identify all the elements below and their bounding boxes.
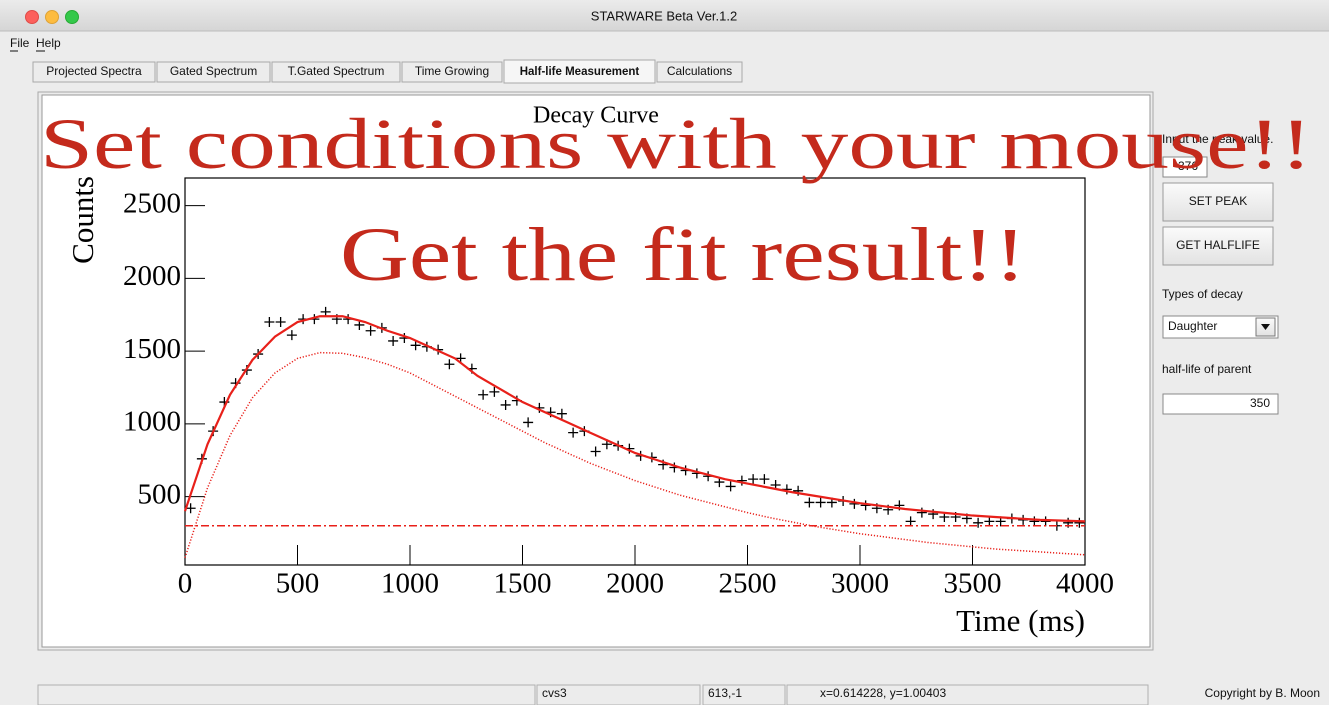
x-tick-label: 2000 (606, 568, 664, 600)
data-point (905, 516, 916, 527)
zoom-button[interactable] (65, 10, 79, 24)
data-point (973, 517, 984, 528)
x-tick-label: 3000 (831, 568, 889, 600)
fit-curve (184, 351, 1086, 558)
tab[interactable] (156, 61, 271, 83)
data-point (410, 340, 421, 351)
data-point (804, 497, 815, 508)
y-axis-label: Counts (65, 176, 100, 264)
tab[interactable] (32, 61, 156, 83)
title-bar (0, 0, 1329, 31)
tab-label: Half-life Measurement (520, 66, 640, 78)
data-point (568, 427, 579, 438)
status-cell (702, 684, 786, 705)
data-point (815, 497, 826, 508)
data-point (388, 335, 399, 346)
data-point (275, 317, 286, 328)
canvas (41, 94, 1151, 648)
parent-input-text: 350 (1250, 396, 1270, 410)
y-tick-label: 2500 (123, 187, 181, 219)
tab-label: Projected Spectra (46, 64, 142, 78)
get-halflife-button[interactable] (1162, 226, 1274, 266)
button-label: SET PEAK (1189, 194, 1247, 208)
data-point (365, 325, 376, 336)
tab-label: Gated Spectrum (170, 64, 257, 78)
tab[interactable] (401, 61, 503, 83)
y-tick-label: 2000 (123, 260, 181, 292)
data-point (984, 516, 995, 527)
x-tick-label: 1000 (381, 568, 439, 600)
x-tick-label: 500 (276, 568, 320, 600)
data-point (736, 475, 747, 486)
status-text: 613,-1 (708, 686, 742, 700)
minimize-button[interactable] (45, 10, 59, 24)
menu-item[interactable]: File (10, 36, 30, 50)
data-point (1040, 516, 1051, 527)
parent-input[interactable] (1162, 393, 1279, 415)
status-cell (786, 684, 1149, 705)
x-tick-label: 1500 (494, 568, 552, 600)
decay-select-text: Daughter (1168, 319, 1217, 333)
tab-label: Calculations (667, 64, 732, 78)
tab[interactable] (271, 61, 401, 83)
data-point (500, 399, 511, 410)
status-cell (536, 684, 701, 705)
status-text: cvs3 (542, 686, 567, 700)
data-point (523, 417, 534, 428)
y-tick-label: 1500 (123, 333, 181, 365)
tab[interactable] (503, 59, 656, 84)
set-peak-button[interactable] (1162, 182, 1274, 222)
peak-label: Input the peak value. (1162, 132, 1273, 146)
data-point (286, 330, 297, 341)
data-point (781, 484, 792, 495)
y-tick-label: 1000 (123, 406, 181, 438)
data-point (748, 474, 759, 485)
data-point (478, 389, 489, 400)
data-point (916, 507, 927, 518)
copyright: Copyright by B. Moon (1205, 686, 1320, 700)
chart-title: Decay Curve (533, 103, 659, 129)
tab-label: T.Gated Spectrum (288, 64, 385, 78)
data-point (444, 359, 455, 370)
button-label: GET HALFLIFE (1176, 238, 1260, 252)
x-tick-label: 4000 (1056, 568, 1114, 600)
peak-input[interactable] (1162, 156, 1208, 178)
select-arrow (1261, 324, 1270, 330)
peak-input-text: 376 (1178, 159, 1198, 173)
window-title: STARWARE Beta Ver.1.2 (591, 8, 737, 23)
data-point (1074, 517, 1085, 528)
data-point (489, 386, 500, 397)
close-button[interactable] (25, 10, 39, 24)
status-cell (37, 684, 536, 705)
x-tick-label: 0 (178, 568, 193, 600)
menu-item[interactable]: Help (36, 36, 61, 50)
data-point (1029, 516, 1040, 527)
tab[interactable] (656, 61, 743, 83)
x-axis-label: Time (ms) (956, 603, 1085, 638)
fit-curve (183, 315, 1086, 523)
data-point (556, 408, 567, 419)
data-point (264, 317, 275, 328)
annotation: Set conditions with your mouse!! (40, 104, 1312, 184)
data-point (759, 474, 770, 485)
x-tick-label: 2500 (719, 568, 777, 600)
tab-label: Time Growing (415, 64, 489, 78)
parent-label: half-life of parent (1162, 362, 1252, 376)
data-point (185, 503, 196, 514)
y-tick-label: 500 (138, 478, 182, 510)
annotation: Get the fit result!! (340, 213, 1026, 297)
x-tick-label: 3500 (944, 568, 1002, 600)
status-text: x=0.614228, y=1.00403 (820, 686, 946, 700)
data-point (590, 446, 601, 457)
data-point (725, 481, 736, 492)
decay-select[interactable] (1162, 315, 1279, 339)
decay-label: Types of decay (1162, 287, 1243, 301)
